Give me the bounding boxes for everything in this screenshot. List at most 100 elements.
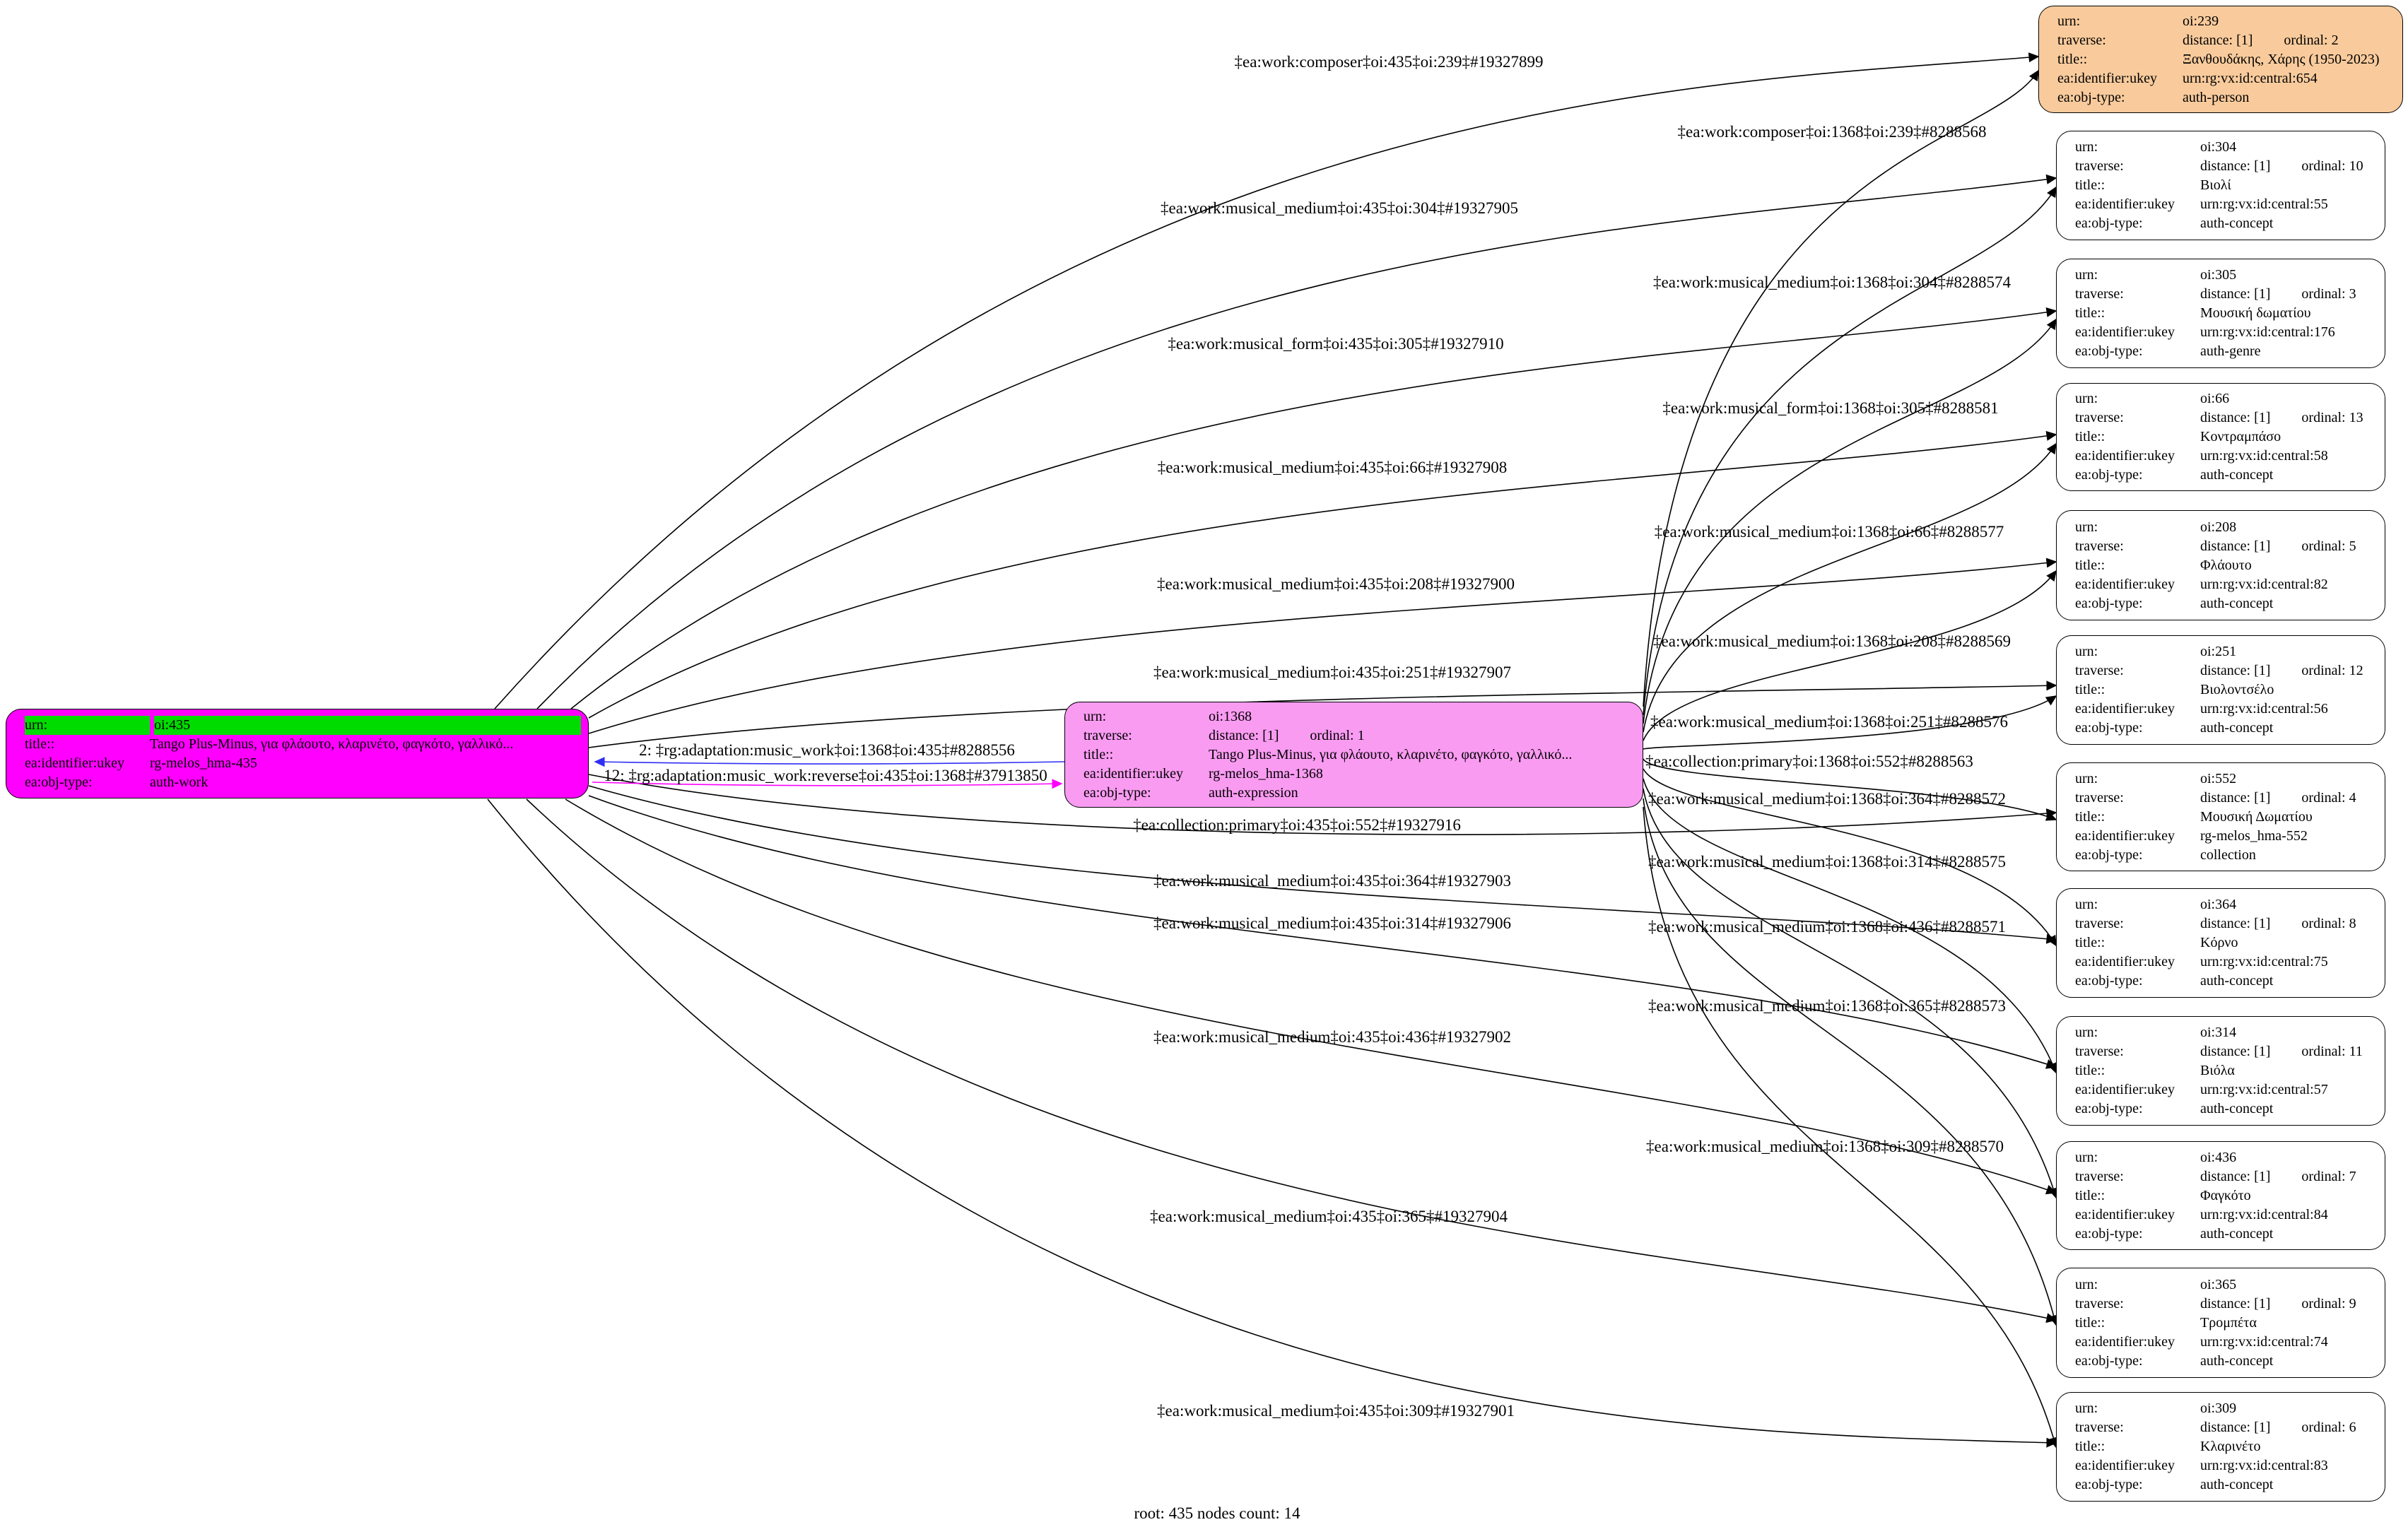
field-obj-type: ea:obj-type: auth-concept bbox=[2075, 1475, 2378, 1494]
field-identifier-ukey: ea:identifier:ukey urn:rg:vx:id:central:5… bbox=[2075, 195, 2378, 214]
edge-path bbox=[1643, 798, 2059, 1326]
node-oi-435[interactable]: urn: oi:435 title:: Tango Plus-Minus, για φ… bbox=[6, 709, 589, 798]
field-value: distance: [1] ordinal: 13 bbox=[2200, 408, 2378, 428]
field-identifier-ukey: ea:identifier:ukey rg-melos_hma-1368 bbox=[1083, 765, 1635, 784]
node-oi-305[interactable]: urn: oi:305 traverse: distance: [1] ordinal:… bbox=[2056, 259, 2385, 368]
field-value: Κόρνο bbox=[2200, 935, 2238, 950]
node-oi-314[interactable]: urn: oi:314 traverse: distance: [1] ordinal:… bbox=[2056, 1016, 2385, 1126]
field-key: title:: bbox=[2075, 557, 2105, 573]
field-value: Κοντραμπάσο bbox=[2200, 429, 2281, 444]
edge-label-adaptation-to-root: 2: ‡rg:adaptation:music_work‡oi:1368‡oi:… bbox=[639, 741, 1015, 759]
edge-path bbox=[494, 52, 2040, 709]
field-title: title:: Κόρνο bbox=[2075, 933, 2378, 953]
edge-path bbox=[594, 757, 1065, 767]
node-oi-364[interactable]: urn: oi:364 traverse: distance: [1] ordinal:… bbox=[2056, 888, 2385, 998]
edge-path bbox=[588, 558, 2057, 734]
field-value: oi:1368 bbox=[1209, 708, 1252, 724]
traverse-distance: distance: [1] bbox=[1209, 727, 1279, 743]
edge-label-expression-oi:314: ‡ea:work:musical_medium‡oi:1368‡oi:314‡#… bbox=[1648, 853, 2006, 871]
field-value: oi:251 bbox=[2200, 644, 2237, 659]
field-obj-type: ea:obj-type: auth-genre bbox=[2075, 342, 2378, 361]
node-oi-436[interactable]: urn: oi:436 traverse: distance: [1] ordinal:… bbox=[2056, 1141, 2385, 1250]
field-title: title:: Tango Plus-Minus, για φλάουτο, κλ… bbox=[25, 735, 581, 754]
field-title: title:: Βιόλα bbox=[2075, 1061, 2378, 1080]
field-key: ea:identifier:ukey bbox=[2075, 1333, 2175, 1350]
field-urn: urn: oi:309 bbox=[2075, 1399, 2378, 1418]
node-oi-365[interactable]: urn: oi:365 traverse: distance: [1] ordinal:… bbox=[2056, 1268, 2385, 1378]
field-traverse: traverse: distance: [1] ordinal: 3 bbox=[2075, 285, 2378, 304]
field-value: Κλαρινέτο bbox=[2200, 1439, 2261, 1454]
field-key: ea:obj-type: bbox=[2075, 595, 2143, 611]
field-value: oi:305 bbox=[2200, 267, 2237, 283]
field-value: Μουσική Δωματίου bbox=[2200, 808, 2313, 825]
field-key: ea:identifier:ukey bbox=[1083, 765, 1184, 782]
field-identifier-ukey: ea:identifier:ukey urn:rg:vx:id:central:7… bbox=[2075, 1333, 2378, 1352]
field-key: traverse: bbox=[2075, 789, 2124, 806]
field-key: ea:identifier:ukey bbox=[2075, 1206, 2175, 1222]
field-value: urn:rg:vx:id:central:56 bbox=[2200, 701, 2328, 717]
node-oi-251[interactable]: urn: oi:251 traverse: distance: [1] ordinal:… bbox=[2056, 635, 2385, 745]
edge-label-expression-oi:365: ‡ea:work:musical_medium‡oi:1368‡oi:365‡#… bbox=[1648, 997, 2006, 1015]
edge-label-expression-oi:239: ‡ea:work:composer‡oi:1368‡oi:239‡#828856… bbox=[1677, 123, 1987, 141]
field-value: auth-work bbox=[150, 774, 209, 790]
field-key: title:: bbox=[2057, 51, 2088, 67]
field-obj-type: ea:obj-type: auth-concept bbox=[2075, 466, 2378, 485]
field-key: ea:obj-type: bbox=[2075, 847, 2143, 863]
field-traverse: traverse: distance: [1] ordinal: 2 bbox=[2057, 31, 2395, 50]
traverse-distance: distance: [1] bbox=[2183, 32, 2253, 48]
node-oi-552[interactable]: urn: oi:552 traverse: distance: [1] ordinal:… bbox=[2056, 762, 2385, 871]
field-key: title:: bbox=[2075, 429, 2105, 444]
field-identifier-ukey: ea:identifier:ukey urn:rg:vx:id:central:8… bbox=[2075, 575, 2378, 594]
field-key: urn: bbox=[2057, 13, 2081, 29]
edge-path bbox=[588, 680, 2057, 748]
edge-path bbox=[1643, 788, 2058, 1199]
field-value: urn:rg:vx:id:central:55 bbox=[2200, 196, 2328, 212]
node-oi-66[interactable]: urn: oi:66 traverse: distance: [1] ordinal: … bbox=[2056, 383, 2385, 491]
node-oi-208[interactable]: urn: oi:208 traverse: distance: [1] ordinal:… bbox=[2056, 510, 2385, 620]
field-value: urn:rg:vx:id:central:58 bbox=[2200, 448, 2328, 464]
field-value: Μουσική δωματίου bbox=[2200, 305, 2311, 321]
edge-path bbox=[1643, 186, 2057, 716]
node-oi-304[interactable]: urn: oi:304 traverse: distance: [1] ordinal:… bbox=[2056, 131, 2385, 240]
field-value: auth-concept bbox=[2200, 216, 2274, 231]
edge-path bbox=[588, 785, 2057, 944]
edge-label-root-oi:364: ‡ea:work:musical_medium‡oi:435‡oi:364‡#1… bbox=[1153, 872, 1511, 890]
field-key: ea:identifier:ukey bbox=[2075, 448, 2175, 464]
field-urn: urn: oi:251 bbox=[2075, 642, 2378, 661]
field-key: urn: bbox=[2075, 391, 2098, 406]
field-key: urn: bbox=[2075, 139, 2098, 155]
edge-path bbox=[1643, 695, 2057, 750]
field-key: title:: bbox=[2075, 1439, 2105, 1454]
field-value: Φαγκότο bbox=[2200, 1187, 2251, 1203]
edge-label-expression-oi:208: ‡ea:work:musical_medium‡oi:1368‡oi:208‡#… bbox=[1653, 632, 2011, 650]
field-key: ea:obj-type: bbox=[2075, 467, 2143, 483]
edge-label-root-oi:309: ‡ea:work:musical_medium‡oi:435‡oi:309‡#1… bbox=[1157, 1402, 1515, 1420]
traverse-ordinal: ordinal: 4 bbox=[2301, 789, 2356, 806]
edge-path bbox=[1643, 69, 2039, 707]
field-obj-type: ea:obj-type: auth-concept bbox=[2075, 1099, 2378, 1119]
field-identifier-ukey: ea:identifier:ukey rg-melos_hma-552 bbox=[2075, 827, 2378, 846]
node-oi-239[interactable]: urn: oi:239 traverse: distance: [1] ordinal:… bbox=[2038, 6, 2403, 113]
traverse-distance: distance: [1] bbox=[2200, 663, 2271, 678]
field-identifier-ukey: ea:identifier:ukey rg-melos_hma-435 bbox=[25, 754, 581, 773]
traverse-distance: distance: [1] bbox=[2200, 1420, 2271, 1435]
field-urn: urn: oi:314 bbox=[2075, 1023, 2378, 1042]
field-value: urn:rg:vx:id:central:83 bbox=[2200, 1458, 2328, 1473]
node-oi-1368[interactable]: urn: oi:1368 traverse: distance: [1] ordinal… bbox=[1064, 702, 1643, 808]
field-key: traverse: bbox=[2075, 1295, 2124, 1311]
field-value: oi:436 bbox=[2200, 1149, 2237, 1165]
field-key: ea:obj-type: bbox=[2075, 1225, 2143, 1242]
field-key: traverse: bbox=[2075, 158, 2124, 174]
field-obj-type: ea:obj-type: auth-work bbox=[25, 773, 581, 792]
traverse-ordinal: ordinal: 6 bbox=[2301, 1420, 2356, 1435]
edge-label-root-oi:305: ‡ea:work:musical_form‡oi:435‡oi:305‡#193… bbox=[1168, 335, 1504, 353]
field-urn: urn: oi:304 bbox=[2075, 138, 2378, 157]
edge-label-expression-oi:66: ‡ea:work:musical_medium‡oi:1368‡oi:66‡#8… bbox=[1654, 523, 2004, 541]
traverse-ordinal: ordinal: 5 bbox=[2301, 538, 2356, 554]
field-key: title:: bbox=[2075, 177, 2105, 193]
field-key: title:: bbox=[2075, 305, 2105, 321]
field-value: oi:314 bbox=[2200, 1025, 2237, 1040]
edge-path bbox=[588, 774, 2057, 835]
node-oi-309[interactable]: urn: oi:309 traverse: distance: [1] ordinal:… bbox=[2056, 1392, 2385, 1502]
field-value: distance: [1] ordinal: 5 bbox=[2200, 537, 2378, 556]
